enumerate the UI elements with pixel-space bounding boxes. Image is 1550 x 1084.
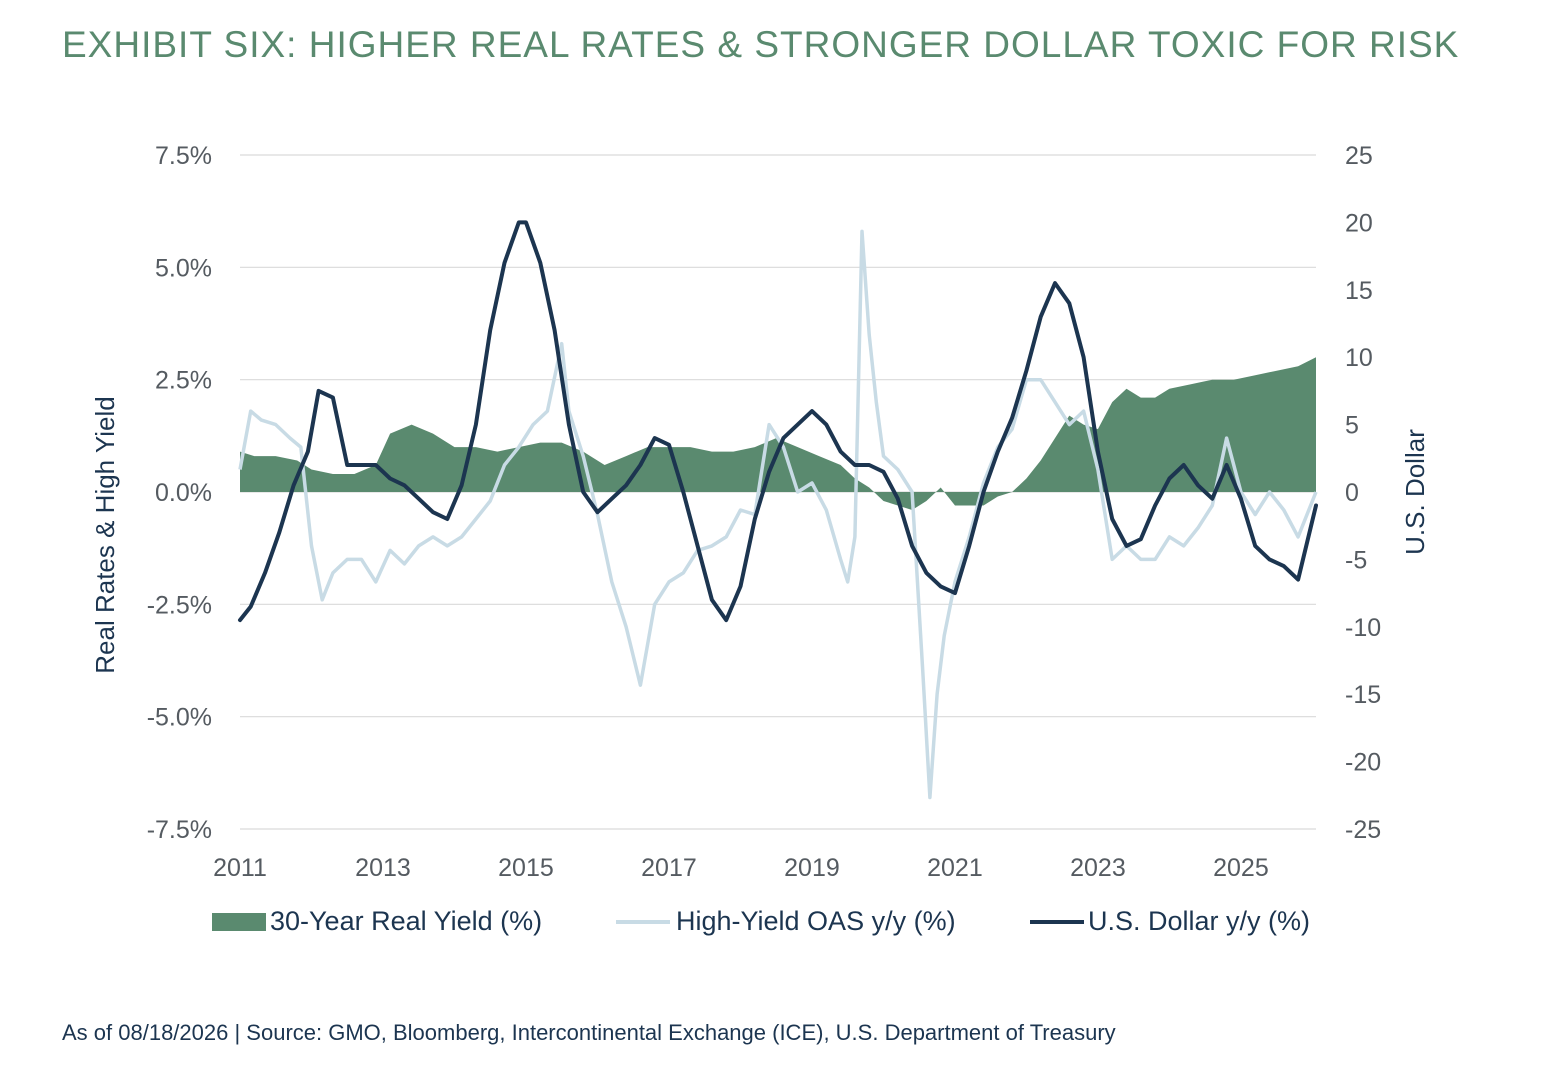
left-tick-label: 2.5% xyxy=(155,367,212,395)
legend: 30-Year Real Yield (%) High-Yield OAS y/… xyxy=(0,906,1550,950)
x-tick-label: 2015 xyxy=(498,854,554,882)
left-tick-label: 0.0% xyxy=(155,479,212,507)
left-tick-label: 5.0% xyxy=(155,254,212,282)
hy-oas-line xyxy=(238,229,1318,800)
x-tick-label: 2013 xyxy=(355,854,411,882)
right-tick-label: 15 xyxy=(1345,277,1373,305)
legend-item-hy-oas: High-Yield OAS y/y (%) xyxy=(616,906,956,937)
x-tick-label: 2021 xyxy=(927,854,983,882)
left-tick-label: -7.5% xyxy=(147,816,212,844)
right-tick-label: 0 xyxy=(1345,479,1359,507)
source-footnote: As of 08/18/2026 | Source: GMO, Bloomber… xyxy=(62,1020,1116,1045)
x-tick-label: 2017 xyxy=(641,854,697,882)
legend-label-usd: U.S. Dollar y/y (%) xyxy=(1088,906,1311,936)
real-yield-swatch xyxy=(212,912,266,931)
legend-label-real-yield: 30-Year Real Yield (%) xyxy=(270,906,543,936)
left-tick-label: -5.0% xyxy=(147,704,212,732)
right-tick-label: -5 xyxy=(1345,546,1367,574)
right-tick-label: 5 xyxy=(1345,412,1359,440)
left-axis-title: Real Rates & High Yield xyxy=(90,396,120,673)
legend-item-usd: U.S. Dollar y/y (%) xyxy=(1030,906,1310,937)
left-axis-ticks: 7.5% 5.0% 2.5% 0.0% -2.5% -5.0% -7.5% xyxy=(147,142,212,844)
hy-oas-swatch xyxy=(616,919,670,924)
chart-svg: 7.5%5.0%2.5%0.0%-2.5%-5.0%-7.5% 25201510… xyxy=(90,142,1430,882)
right-axis-ticks: 25 20 15 10 5 0 -5 -10 -15 -20 -25 xyxy=(1345,142,1381,844)
x-tick-label: 2019 xyxy=(784,854,840,882)
usd-swatch xyxy=(1030,919,1084,924)
real-yield-area-layer xyxy=(240,357,1316,510)
right-tick-label: -10 xyxy=(1345,614,1381,642)
legend-item-real-yield: 30-Year Real Yield (%) xyxy=(212,906,542,937)
x-tick-label: 2011 xyxy=(213,854,267,882)
hy-oas-line-layer xyxy=(238,229,1318,800)
legend-label-hy-oas: High-Yield OAS y/y (%) xyxy=(676,906,956,936)
real-yield-area xyxy=(240,357,1316,510)
left-tick-label: 7.5% xyxy=(155,142,212,170)
right-axis-title: U.S. Dollar xyxy=(1400,429,1430,555)
right-tick-label: 20 xyxy=(1345,209,1373,237)
x-axis-ticks: 2011 2013 2015 2017 2019 2021 2023 2025 xyxy=(213,854,1269,882)
right-tick-label: 10 xyxy=(1345,344,1373,372)
usd-line xyxy=(238,220,1318,623)
chart-title: EXHIBIT SIX: HIGHER REAL RATES & STRONGE… xyxy=(62,24,1460,65)
right-tick-label: -15 xyxy=(1345,681,1381,709)
left-tick-label: -2.5% xyxy=(147,591,212,619)
right-tick-label: 25 xyxy=(1345,142,1373,170)
x-tick-label: 2023 xyxy=(1070,854,1126,882)
right-tick-label: -25 xyxy=(1345,816,1381,844)
x-tick-label: 2025 xyxy=(1213,854,1269,882)
right-tick-label: -20 xyxy=(1345,749,1381,777)
usd-line-layer xyxy=(238,220,1318,623)
